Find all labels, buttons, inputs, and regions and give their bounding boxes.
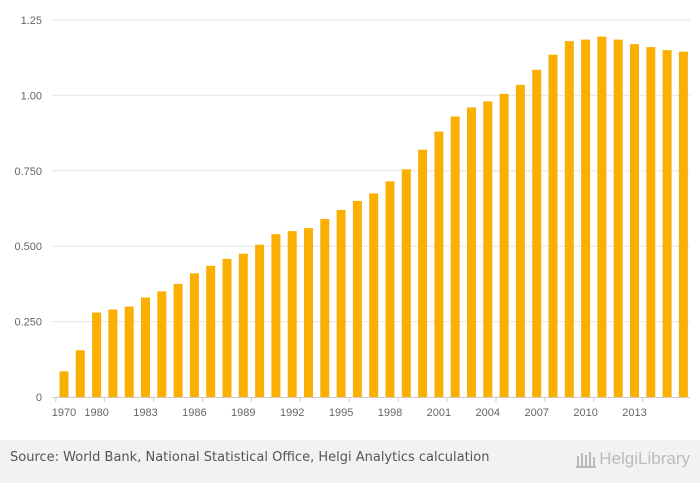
bar-1981[interactable]: [238, 253, 248, 397]
bars: [59, 36, 688, 398]
bar-chart: 0 0.250 0.500 0.750 1.00 1.25 1970 1980 1983 198…: [14, 15, 690, 419]
bar-1986[interactable]: [320, 219, 330, 397]
x-tick-label: 2004: [476, 407, 500, 419]
bar-2007[interactable]: [662, 50, 672, 397]
x-tick-label: 1983: [133, 407, 157, 419]
y-tick-label: 0.500: [14, 241, 42, 253]
y-tick-label: 0.750: [14, 166, 42, 178]
bar-1983[interactable]: [271, 234, 281, 397]
bar-2006[interactable]: [646, 47, 656, 397]
x-tick-label: 1995: [329, 407, 353, 419]
bar-1976[interactable]: [157, 291, 167, 397]
bar-1996[interactable]: [483, 101, 493, 398]
bar-1991[interactable]: [401, 169, 411, 397]
bar-1990[interactable]: [385, 181, 395, 397]
bar-1998[interactable]: [515, 84, 525, 397]
x-tick-label: 2013: [622, 407, 646, 419]
y-tick-label: 0.250: [14, 317, 42, 329]
x-tick-label: 2007: [524, 407, 548, 419]
x-tick-label: 1992: [280, 407, 304, 419]
x-tick-label: 2010: [573, 407, 597, 419]
bar-2002[interactable]: [581, 39, 591, 397]
bar-2000[interactable]: [548, 54, 558, 398]
y-tick-label: 1.25: [21, 15, 42, 27]
bar-1994[interactable]: [450, 116, 460, 397]
bar-1972[interactable]: [92, 312, 102, 397]
library-icon: [576, 452, 597, 468]
y-axis-labels: 0 0.250 0.500 0.750 1.00 1.25: [14, 15, 42, 404]
bar-1978[interactable]: [189, 273, 199, 397]
x-tick-label: 1980: [84, 407, 108, 419]
bar-1980[interactable]: [222, 258, 232, 397]
bar-2005[interactable]: [630, 44, 639, 397]
x-tick-label: 1998: [378, 407, 402, 419]
bar-1979[interactable]: [206, 265, 216, 397]
y-tick-label: 1.00: [21, 90, 42, 102]
x-tick-label: 2001: [427, 407, 451, 419]
bar-1984[interactable]: [287, 231, 297, 397]
bar-1987[interactable]: [336, 210, 346, 397]
bar-1975[interactable]: [141, 297, 150, 397]
bar-1977[interactable]: [173, 283, 183, 397]
chart: 0 0.250 0.500 0.750 1.00 1.25 1970 1980 1983 198…: [14, 15, 690, 419]
bar-2004[interactable]: [613, 39, 623, 397]
bar-1973[interactable]: [108, 309, 118, 397]
brand-logo[interactable]: HelgiLibrary: [576, 449, 690, 469]
x-axis-labels: 1970 1980 1983 1986 1989 1992 1995 1998 2001 2004…: [52, 407, 647, 419]
y-tick-label: 0: [36, 392, 42, 404]
bar-1971[interactable]: [75, 350, 85, 397]
bar-1993[interactable]: [434, 131, 444, 397]
brand-name: HelgiLibrary: [599, 449, 690, 468]
source-text: Source: World Bank, National Statistical…: [10, 450, 490, 465]
bar-1982[interactable]: [255, 244, 265, 397]
bar-1999[interactable]: [532, 69, 542, 397]
bar-1988[interactable]: [352, 200, 362, 397]
bar-2001[interactable]: [564, 41, 574, 398]
bar-1992[interactable]: [418, 149, 428, 397]
x-axis-ticks: [55, 397, 644, 402]
bar-2008[interactable]: [678, 51, 688, 398]
bar-1974[interactable]: [124, 306, 134, 397]
bar-1989[interactable]: [369, 193, 379, 397]
x-tick-label: 1970: [52, 407, 76, 419]
bar-1997[interactable]: [499, 93, 509, 397]
bar-1995[interactable]: [467, 107, 476, 398]
x-tick-label: 1986: [182, 407, 206, 419]
bar-1970[interactable]: [59, 371, 69, 397]
footer: Source: World Bank, National Statistical…: [0, 440, 700, 483]
bar-1985[interactable]: [304, 228, 313, 397]
bar-2003[interactable]: [597, 36, 607, 398]
x-tick-label: 1989: [231, 407, 255, 419]
